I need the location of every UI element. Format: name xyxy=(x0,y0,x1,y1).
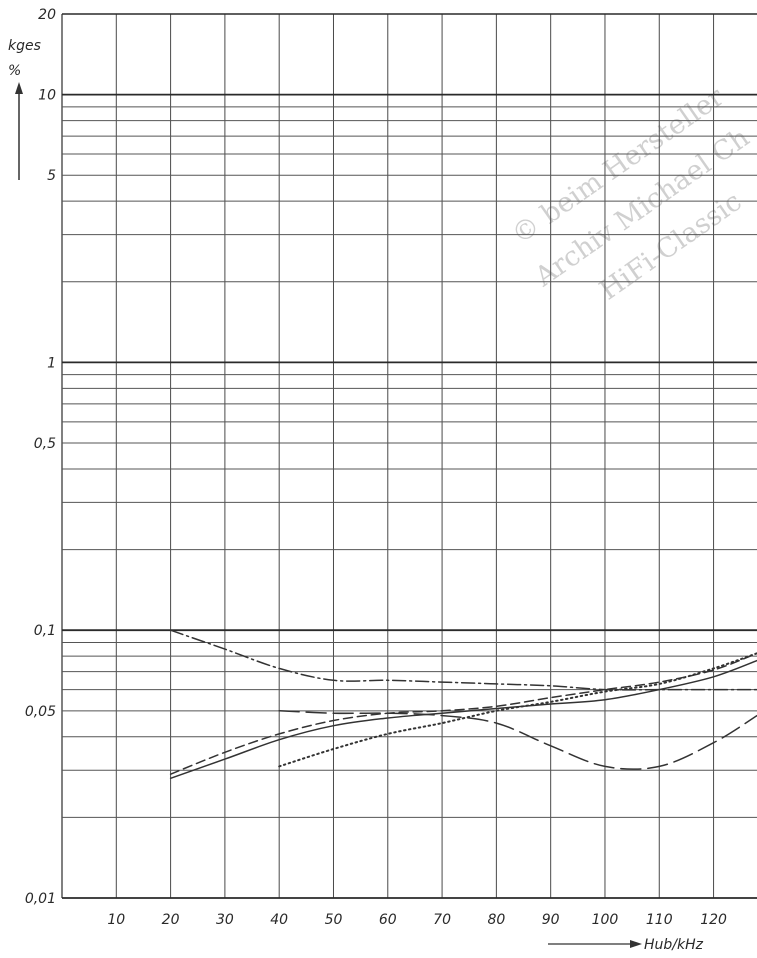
x-tick-label: 120 xyxy=(700,912,727,928)
series-line-long-dash xyxy=(278,710,757,770)
y-axis-title: kges % xyxy=(8,38,41,180)
y-tick-label: 1 xyxy=(47,355,56,371)
x-tick-label: 80 xyxy=(487,912,505,928)
y-tick-label: 20 xyxy=(38,7,56,23)
y-axis-label: kges xyxy=(8,38,41,54)
x-tick-label: 10 xyxy=(107,912,125,928)
series-line-dotted xyxy=(278,652,757,768)
x-axis-arrow-head-icon xyxy=(630,940,642,948)
series-line-solid xyxy=(169,659,757,780)
x-axis-label: Hub/kHz xyxy=(644,937,704,953)
watermark: © beim Hersteller Archiv Michael Ch HiFi… xyxy=(506,81,755,306)
x-tick-label: 60 xyxy=(379,912,397,928)
data-series xyxy=(169,629,757,780)
x-tick-label: 30 xyxy=(216,912,234,928)
y-tick-label: 5 xyxy=(47,168,56,184)
series-line-dash-dot xyxy=(169,629,757,691)
y-tick-label: 10 xyxy=(38,88,56,104)
y-tick-label: 0,5 xyxy=(34,436,56,452)
x-tick-label: 40 xyxy=(270,912,288,928)
x-tick-label: 20 xyxy=(162,912,180,928)
grid xyxy=(61,13,757,899)
x-tick-label: 100 xyxy=(592,912,619,928)
x-tick-label: 90 xyxy=(542,912,560,928)
x-tick-label: 70 xyxy=(433,912,451,928)
x-tick-label: 50 xyxy=(325,912,343,928)
y-tick-label: 0,05 xyxy=(25,704,56,720)
y-axis-arrow-head-icon xyxy=(15,82,23,94)
tick-labels: 20 10 5 1 0,5 0,1 0,05 0,01 10 20 30 40 50 60 70 80 90 10… xyxy=(25,7,727,928)
y-axis-unit: % xyxy=(8,63,21,79)
y-tick-label: 0,1 xyxy=(34,623,56,639)
x-tick-label: 110 xyxy=(646,912,673,928)
series-line-short-dash xyxy=(169,652,757,775)
x-axis-title: Hub/kHz xyxy=(548,937,704,953)
y-tick-label: 0,01 xyxy=(25,891,56,907)
